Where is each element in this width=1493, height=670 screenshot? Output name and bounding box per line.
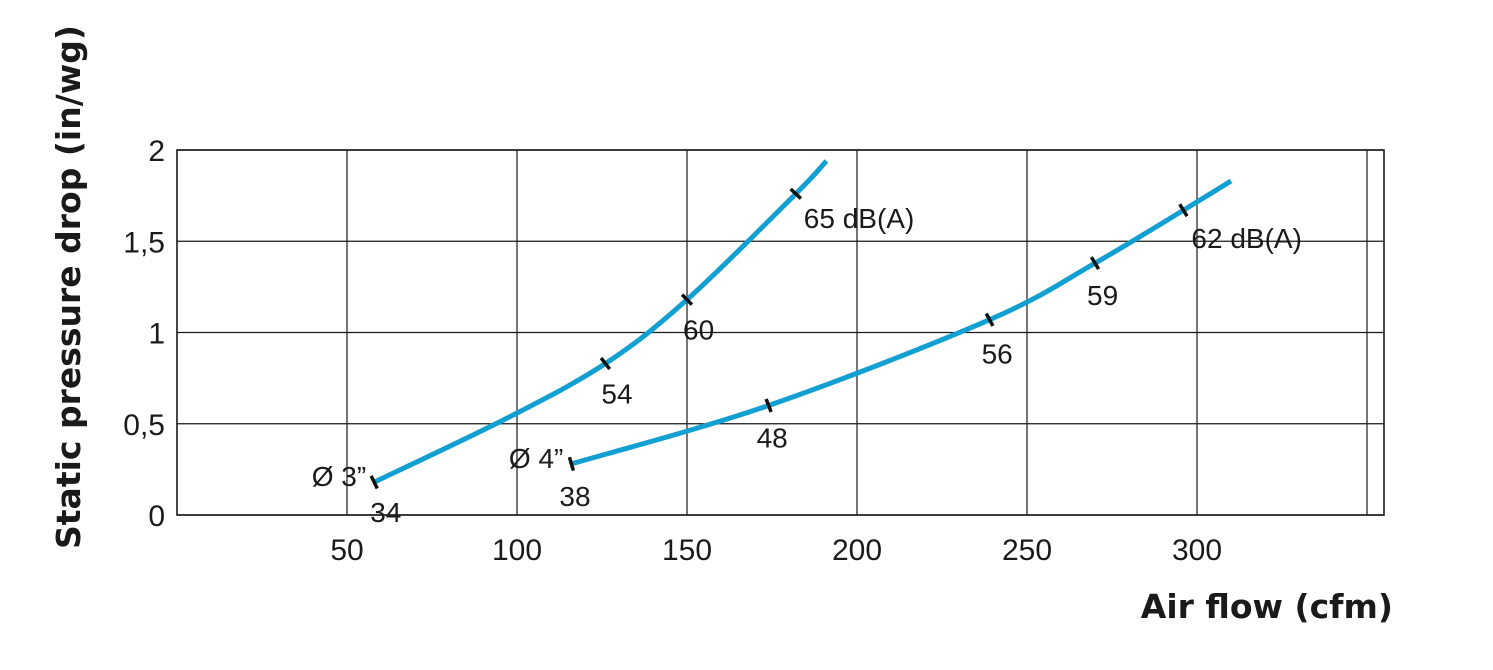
db-marker-tick [789, 187, 803, 200]
db-marker-tick [369, 475, 379, 490]
y-tick-label: 1 [148, 318, 165, 351]
db-marker-tick [680, 293, 694, 306]
x-axis-title: Air flow (cfm) [1141, 587, 1393, 626]
y-tick-label: 1,5 [123, 226, 165, 259]
db-marker-label: 54 [601, 379, 632, 410]
db-marker-label: 59 [1087, 280, 1118, 311]
db-marker-label: 62 dB(A) [1191, 223, 1302, 254]
db-marker-label: 60 [683, 315, 714, 346]
db-marker-label: 38 [559, 481, 590, 512]
x-tick-label: 50 [330, 534, 363, 567]
x-tick-label: 200 [832, 534, 882, 567]
db-marker-tick [764, 398, 773, 413]
x-tick-label: 100 [492, 534, 542, 567]
y-axis-ticks: 0 0,5 1 1,5 2 [123, 135, 165, 533]
y-tick-label: 0 [148, 500, 165, 533]
db-marker-tick [599, 356, 612, 371]
y-tick-label: 2 [148, 135, 165, 168]
db-marker-label: 48 [757, 423, 788, 454]
x-tick-label: 150 [662, 534, 712, 567]
db-marker-tick [1089, 256, 1101, 271]
db-marker-tick [984, 312, 995, 327]
x-tick-label: 300 [1172, 534, 1222, 567]
db-marker-label: 56 [982, 339, 1013, 370]
y-tick-label: 0,5 [123, 409, 165, 442]
db-marker-tick [1178, 203, 1189, 218]
db-marker-label: 65 dB(A) [804, 203, 915, 234]
series-name-label: Ø 3” [312, 461, 366, 492]
x-axis-ticks: 50 100 150 200 250 300 [330, 534, 1222, 567]
y-axis-title: Static pressure drop (in/wg) [49, 25, 88, 549]
db-marker-tick [567, 456, 576, 472]
series-lines: 34 54 60 65 dB(A) Ø 3” 38 48 56 59 62 dB(A) Ø 4” [312, 159, 1302, 528]
series-2: 38 48 56 59 62 dB(A) Ø 4” [509, 178, 1302, 512]
db-marker-label: 34 [370, 497, 401, 528]
series-name-label: Ø 4” [509, 443, 563, 474]
series-1: 34 54 60 65 dB(A) Ø 3” [312, 159, 915, 528]
x-tick-label: 250 [1002, 534, 1052, 567]
plot-frame [176, 149, 1385, 516]
